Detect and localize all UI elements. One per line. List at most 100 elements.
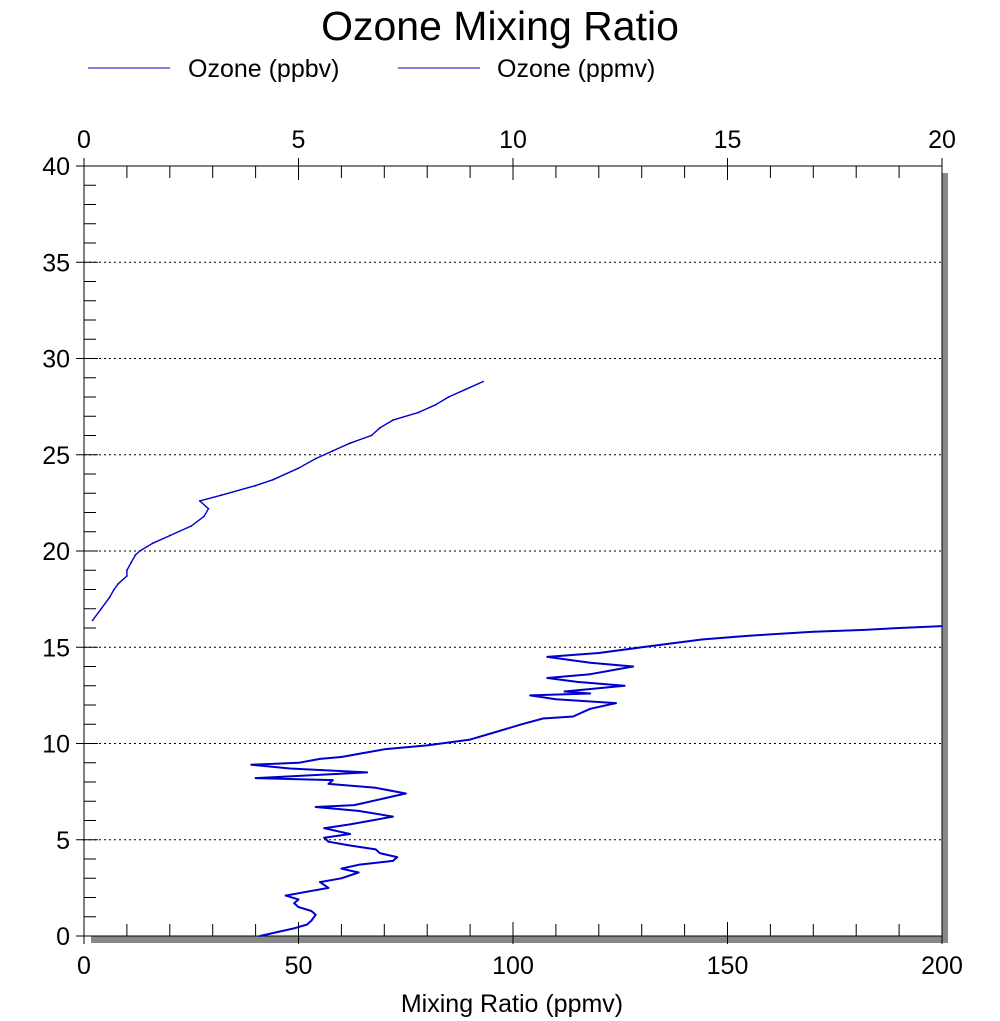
- x-top-tick-label: 5: [292, 126, 306, 154]
- data-point: [520, 723, 523, 726]
- data-point: [314, 913, 317, 916]
- data-point: [310, 910, 313, 912]
- data-point: [284, 894, 287, 897]
- data-point: [349, 833, 351, 835]
- data-point: [331, 450, 334, 452]
- data-point: [319, 758, 321, 760]
- data-point: [168, 534, 171, 537]
- data-point: [349, 442, 351, 445]
- y-tick-label: 15: [42, 634, 70, 662]
- data-point: [323, 827, 326, 830]
- y-tick-label: 20: [42, 538, 70, 566]
- data-point: [898, 627, 900, 629]
- data-point: [113, 588, 115, 591]
- data-point: [306, 923, 308, 926]
- data-point: [340, 877, 343, 880]
- data-point: [863, 629, 866, 631]
- data-point: [615, 702, 617, 704]
- x-axis-title: Mixing Ratio (ppmv): [401, 990, 623, 1018]
- data-point: [589, 661, 592, 664]
- y-tick-label: 5: [56, 827, 70, 855]
- legend-label-ppmv: Ozone (ppmv): [497, 55, 655, 83]
- gridlines: [84, 261, 942, 841]
- tick-marks: [76, 158, 943, 944]
- data-point: [670, 642, 673, 645]
- data-point: [297, 906, 300, 908]
- y-tick-label: 30: [42, 346, 70, 374]
- data-point: [589, 673, 592, 676]
- x-top-tick-label: 10: [499, 126, 527, 154]
- data-point: [392, 419, 394, 421]
- data-point: [293, 902, 296, 905]
- data-point: [494, 731, 497, 733]
- data-point: [417, 411, 420, 414]
- data-point: [379, 426, 381, 429]
- data-point: [130, 561, 133, 564]
- data-point: [482, 380, 484, 383]
- data-point: [748, 634, 750, 637]
- data-point: [383, 748, 386, 751]
- data-point: [297, 898, 300, 901]
- data-point: [469, 738, 471, 741]
- data-point: [572, 715, 574, 718]
- data-point: [349, 844, 351, 847]
- data-point: [91, 619, 94, 622]
- x-bottom-tick-label: 200: [921, 952, 963, 980]
- data-point: [138, 550, 141, 552]
- data-point: [271, 478, 274, 481]
- data-point: [700, 638, 703, 641]
- data-point: [362, 752, 364, 754]
- data-point: [349, 823, 351, 826]
- data-point: [589, 707, 592, 710]
- data-point: [576, 681, 579, 683]
- x-bottom-tick-label: 100: [492, 952, 534, 980]
- data-point: [374, 848, 377, 851]
- data-point: [357, 863, 360, 866]
- data-point: [254, 777, 257, 779]
- data-point: [108, 596, 111, 599]
- data-point: [379, 852, 381, 855]
- data-point: [126, 575, 128, 577]
- data-point: [151, 542, 154, 545]
- data-point: [563, 690, 566, 693]
- data-point: [370, 434, 373, 437]
- data-point: [306, 890, 308, 893]
- data-point: [434, 403, 437, 406]
- data-point: [323, 836, 326, 839]
- data-point: [276, 931, 278, 933]
- data-point: [293, 927, 296, 930]
- data-point: [546, 677, 549, 679]
- data-point: [447, 396, 450, 398]
- data-point: [314, 457, 317, 460]
- y-tick-label: 10: [42, 731, 70, 759]
- data-point: [259, 935, 261, 937]
- data-point: [319, 881, 321, 883]
- data-point: [340, 867, 343, 870]
- data-point: [254, 484, 257, 487]
- data-point: [220, 494, 223, 497]
- data-series: [91, 380, 943, 937]
- data-point: [126, 569, 128, 572]
- data-point: [542, 717, 544, 720]
- data-point: [331, 779, 334, 781]
- data-point: [190, 525, 193, 527]
- y-tick-label: 25: [42, 442, 70, 470]
- data-point: [623, 684, 626, 687]
- data-point: [632, 665, 634, 668]
- data-point: [117, 582, 120, 585]
- data-point: [327, 887, 330, 889]
- legend: Ozone (ppbv) Ozone (ppmv): [88, 55, 655, 83]
- data-point: [207, 507, 210, 510]
- data-point: [203, 515, 206, 518]
- data-point: [597, 652, 600, 654]
- data-point: [297, 467, 300, 470]
- data-point: [314, 806, 317, 808]
- data-point: [529, 694, 532, 697]
- x-top-tick-label: 20: [928, 126, 956, 154]
- y-tick-label: 35: [42, 249, 70, 277]
- data-point: [404, 792, 407, 795]
- data-point: [555, 698, 557, 701]
- data-point: [426, 744, 429, 747]
- legend-label-ppbv: Ozone (ppbv): [188, 55, 339, 83]
